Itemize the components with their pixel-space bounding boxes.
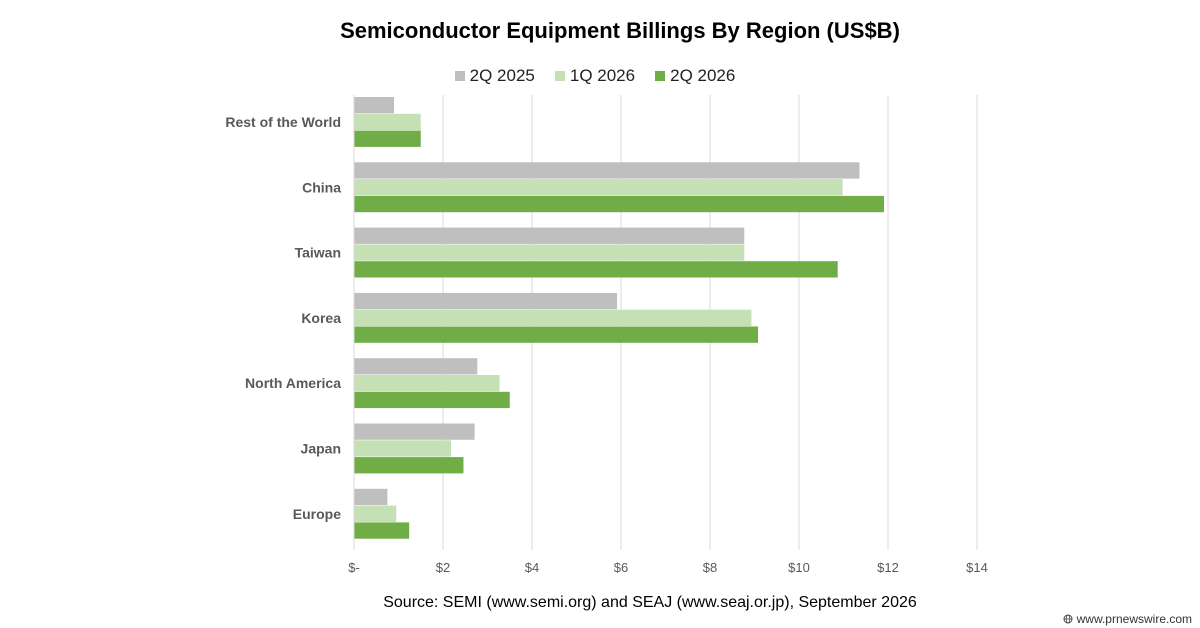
category-label: Korea xyxy=(301,310,341,326)
bar xyxy=(354,162,860,179)
bar xyxy=(354,440,452,457)
bar xyxy=(354,358,478,375)
bar xyxy=(354,488,388,506)
x-tick-label: $6 xyxy=(614,560,628,575)
category-label: Taiwan xyxy=(295,245,341,261)
category-label: Japan xyxy=(301,440,341,456)
legend-label: 1Q 2026 xyxy=(569,66,636,85)
legend-swatch xyxy=(554,71,565,81)
globe-icon xyxy=(1063,614,1073,624)
bar xyxy=(354,457,464,474)
bar xyxy=(354,375,500,392)
bar xyxy=(354,179,843,196)
x-tick-label: $2 xyxy=(436,560,450,575)
x-tick-label: $- xyxy=(348,560,360,575)
bar xyxy=(354,391,510,409)
legend-swatch xyxy=(454,71,465,81)
bar xyxy=(354,227,745,244)
chart-title: Semiconductor Equipment Billings By Regi… xyxy=(340,18,900,43)
bar xyxy=(354,292,617,310)
legend-item: 2Q 2026 xyxy=(655,66,735,86)
category-label: China xyxy=(302,179,341,195)
watermark: www.prnewswire.com xyxy=(1056,610,1200,628)
source-note: Source: SEMI (www.semi.org) and SEAJ (ww… xyxy=(383,594,917,611)
legend-swatch xyxy=(655,71,666,81)
x-tick-label: $10 xyxy=(788,560,810,575)
category-label: Europe xyxy=(293,506,341,522)
x-tick-label: $8 xyxy=(703,560,717,575)
legend-label: 2Q 2025 xyxy=(469,66,535,85)
bar xyxy=(354,195,884,213)
x-tick-label: $12 xyxy=(877,560,899,575)
legend-item: 2Q 2025 xyxy=(454,66,535,86)
bar xyxy=(354,97,395,114)
legend-item: 1Q 2026 xyxy=(554,66,636,86)
bar xyxy=(354,261,838,278)
category-label: North America xyxy=(245,375,341,391)
bar xyxy=(354,244,745,261)
bar xyxy=(354,505,397,522)
category-label: Rest of the World xyxy=(225,114,341,130)
bar xyxy=(354,113,421,131)
x-tick-label: $14 xyxy=(966,560,988,575)
legend-label: 2Q 2026 xyxy=(670,66,736,85)
bar xyxy=(354,130,421,147)
bar xyxy=(354,423,475,440)
legend: 2Q 2025 1Q 2026 2Q 2026 xyxy=(0,66,1190,86)
x-tick-label: $4 xyxy=(525,560,539,575)
watermark-text: www.prnewswire.com xyxy=(1076,612,1192,626)
bar xyxy=(354,309,752,326)
bar xyxy=(354,326,759,343)
bar xyxy=(354,522,410,539)
